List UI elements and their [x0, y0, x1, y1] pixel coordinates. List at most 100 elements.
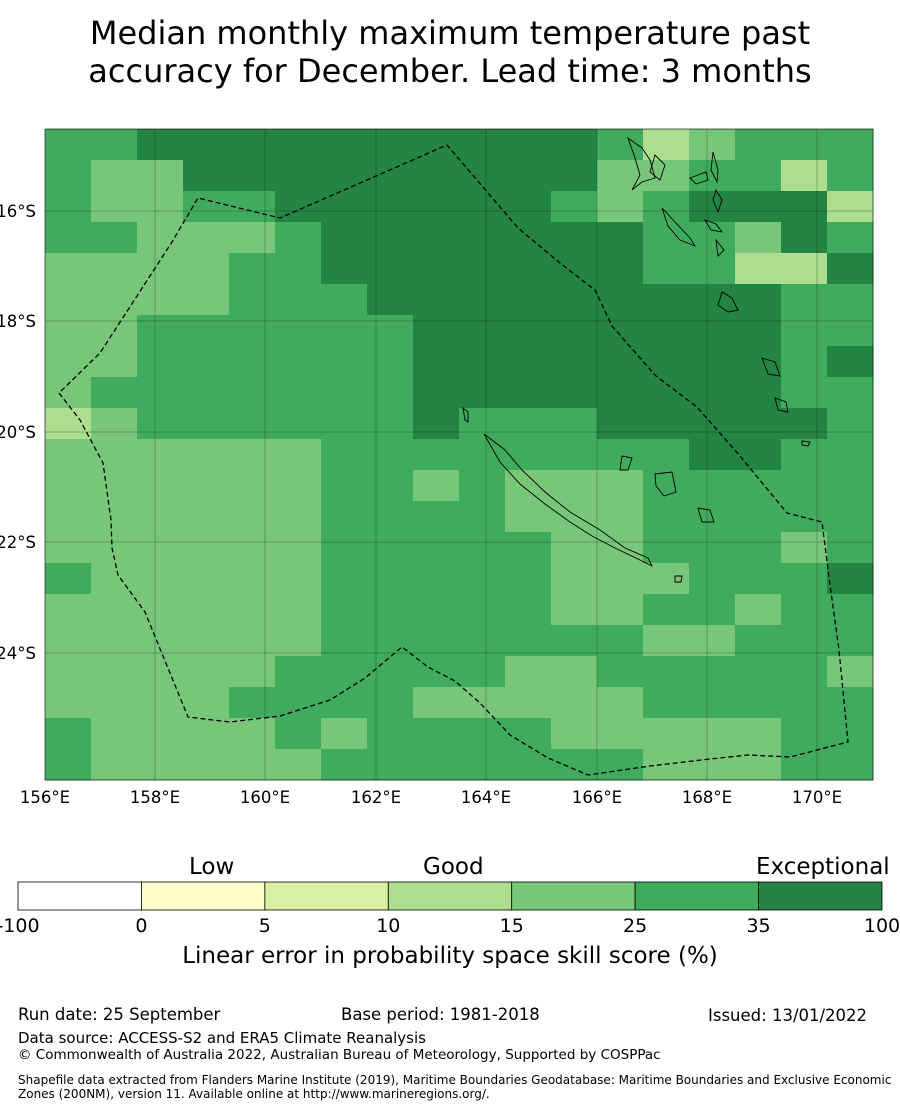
- grid-cell: [275, 377, 322, 409]
- grid-cell: [229, 625, 276, 657]
- grid-cell: [275, 687, 322, 719]
- grid-cell: [689, 656, 736, 688]
- grid-cell: [367, 749, 414, 781]
- grid-cell: [91, 253, 138, 285]
- grid-cell: [275, 532, 322, 564]
- grid-cell: [183, 439, 230, 471]
- grid-cell: [321, 160, 368, 192]
- grid-cell: [413, 408, 460, 440]
- grid-cell: [137, 470, 184, 502]
- grid-cell: [275, 129, 322, 161]
- grid-cell: [275, 315, 322, 347]
- grid-cell: [45, 625, 92, 657]
- island-coastline: [712, 188, 723, 214]
- grid-cell: [643, 222, 690, 254]
- grid-cell: [735, 439, 782, 471]
- grid-cell: [321, 687, 368, 719]
- grid-cell: [183, 346, 230, 378]
- grid-cell: [643, 191, 690, 223]
- grid-cell: [505, 656, 552, 688]
- grid-cell: [413, 284, 460, 316]
- grid-cell: [505, 284, 552, 316]
- grid-cell: [45, 191, 92, 223]
- grid-cell: [781, 687, 828, 719]
- grid-cell: [735, 749, 782, 781]
- grid-cell: [597, 315, 644, 347]
- grid-cell: [275, 501, 322, 533]
- island-coastline: [697, 507, 715, 523]
- grid-cell: [275, 470, 322, 502]
- grid-cell: [597, 501, 644, 533]
- grid-cell: [367, 377, 414, 409]
- grid-cell: [505, 346, 552, 378]
- grid-cell: [459, 253, 506, 285]
- grid-cell: [551, 253, 598, 285]
- colorbar-tick-label: 5: [259, 915, 271, 937]
- skill-grid: [45, 129, 874, 781]
- grid-cell: [597, 377, 644, 409]
- lon-tick-label: 160°E: [240, 788, 290, 807]
- grid-cell: [45, 284, 92, 316]
- grid-cell: [689, 625, 736, 657]
- grid-cell: [689, 346, 736, 378]
- grid-cell: [827, 129, 874, 161]
- grid-cell: [459, 594, 506, 626]
- grid-cell: [505, 563, 552, 595]
- grid-cell: [551, 687, 598, 719]
- grid-cell: [91, 191, 138, 223]
- grid-cell: [643, 532, 690, 564]
- grid-cell: [551, 563, 598, 595]
- grid-cell: [183, 408, 230, 440]
- grid-cell: [689, 594, 736, 626]
- grid-cell: [597, 284, 644, 316]
- grid-cell: [321, 377, 368, 409]
- grid-cell: [413, 563, 460, 595]
- grid-cell: [505, 532, 552, 564]
- grid-cell: [505, 222, 552, 254]
- grid-cell: [413, 470, 460, 502]
- grid-cell: [643, 439, 690, 471]
- grid-cell: [45, 563, 92, 595]
- axis-labels: 156°E 158°E 160°E 162°E 164°E 166°E 168°E 170°E…: [0, 202, 842, 807]
- grid-cell: [413, 160, 460, 192]
- lat-tick-label: 22°S: [0, 533, 36, 552]
- grid-cell: [137, 315, 184, 347]
- grid-cell: [459, 408, 506, 440]
- grid-cell: [45, 408, 92, 440]
- grid-cell: [551, 284, 598, 316]
- grid-cell: [91, 346, 138, 378]
- grid-cell: [91, 377, 138, 409]
- shapefile-credit: Shapefile data extracted from Flanders M…: [18, 1073, 900, 1101]
- colorbar-tick-label: 25: [623, 915, 647, 937]
- grid-cell: [735, 129, 782, 161]
- grid-cell: [321, 749, 368, 781]
- grid-cell: [367, 532, 414, 564]
- grid-cell: [321, 284, 368, 316]
- grid-cell: [597, 749, 644, 781]
- grid-cell: [643, 160, 690, 192]
- grid-cell: [459, 501, 506, 533]
- grid-cell: [91, 563, 138, 595]
- colorbar-segment: [758, 881, 883, 911]
- grid-cell: [413, 191, 460, 223]
- grid-cell: [45, 470, 92, 502]
- grid-cell: [413, 749, 460, 781]
- grid-cell: [413, 718, 460, 750]
- map-gridlines: [45, 129, 873, 780]
- grid-cell: [91, 129, 138, 161]
- grid-cell: [321, 594, 368, 626]
- grid-cell: [781, 718, 828, 750]
- colorbar-segment: [141, 881, 266, 911]
- grid-cell: [827, 222, 874, 254]
- grid-cell: [689, 222, 736, 254]
- grid-cell: [781, 315, 828, 347]
- grid-cell: [643, 470, 690, 502]
- grid-cell: [781, 346, 828, 378]
- category-exceptional: Exceptional: [756, 854, 890, 880]
- grid-cell: [183, 749, 230, 781]
- grid-cell: [505, 687, 552, 719]
- grid-cell: [781, 470, 828, 502]
- grid-cell: [459, 563, 506, 595]
- grid-cell: [735, 408, 782, 440]
- grid-cell: [551, 625, 598, 657]
